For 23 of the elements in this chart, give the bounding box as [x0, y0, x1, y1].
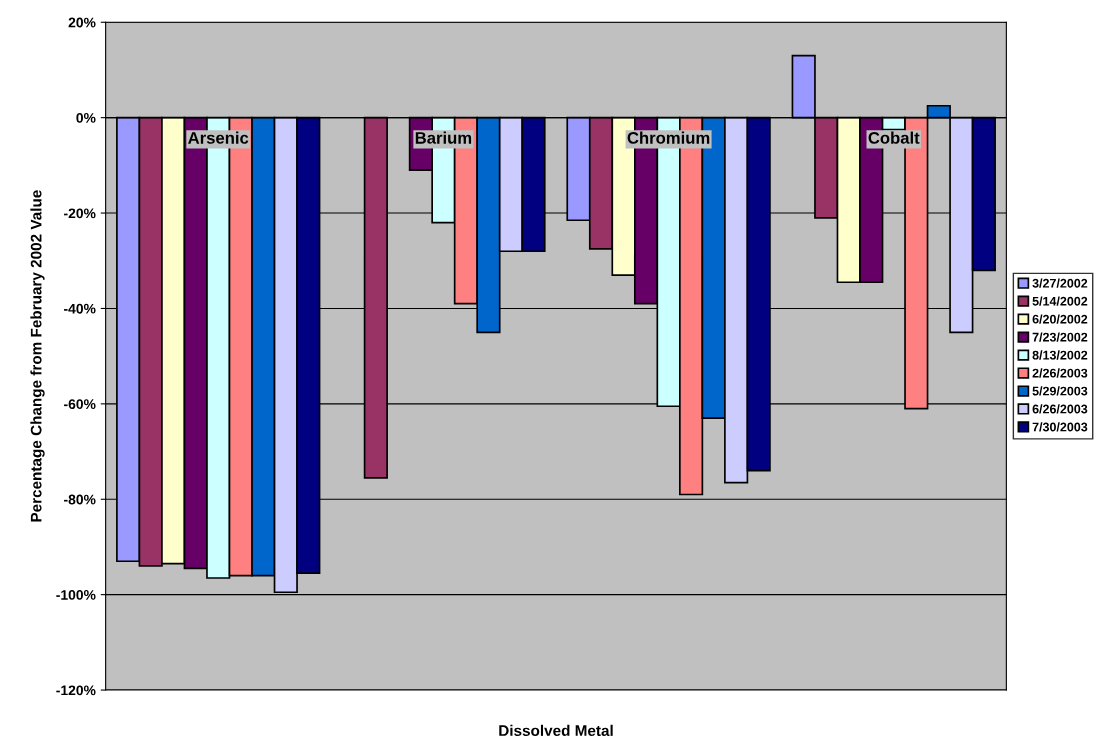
legend-label: 2/26/2003	[1032, 368, 1088, 378]
y-tick-label: -40%	[64, 303, 96, 314]
x-axis-title: Dissolved Metal	[499, 724, 613, 736]
x-tick-label: Barium	[415, 131, 472, 144]
legend-label: 3/27/2002	[1032, 278, 1088, 288]
legend-label: 7/23/2002	[1032, 332, 1088, 342]
y-tick-label: -120%	[56, 685, 96, 696]
legend-label: 5/29/2003	[1032, 386, 1088, 396]
legend-label: 5/14/2002	[1032, 296, 1088, 306]
legend-label: 7/30/2003	[1032, 422, 1088, 432]
y-tick-label: -80%	[64, 494, 96, 505]
x-tick-label: Chromium	[627, 131, 710, 144]
x-tick-label: Arsenic	[188, 131, 249, 144]
legend-label: 6/20/2002	[1032, 314, 1088, 324]
x-tick-label: Cobalt	[868, 131, 920, 144]
y-tick-label: -60%	[64, 399, 96, 410]
y-tick-label: 0%	[76, 112, 96, 123]
y-tick-label: 20%	[68, 17, 96, 28]
legend-label: 6/26/2003	[1032, 404, 1088, 414]
y-tick-label: -20%	[64, 208, 96, 219]
y-tick-label: -100%	[56, 589, 96, 600]
legend-label: 8/13/2002	[1032, 350, 1088, 360]
y-axis-title: Percentage Change from February 2002 Value	[30, 190, 45, 522]
